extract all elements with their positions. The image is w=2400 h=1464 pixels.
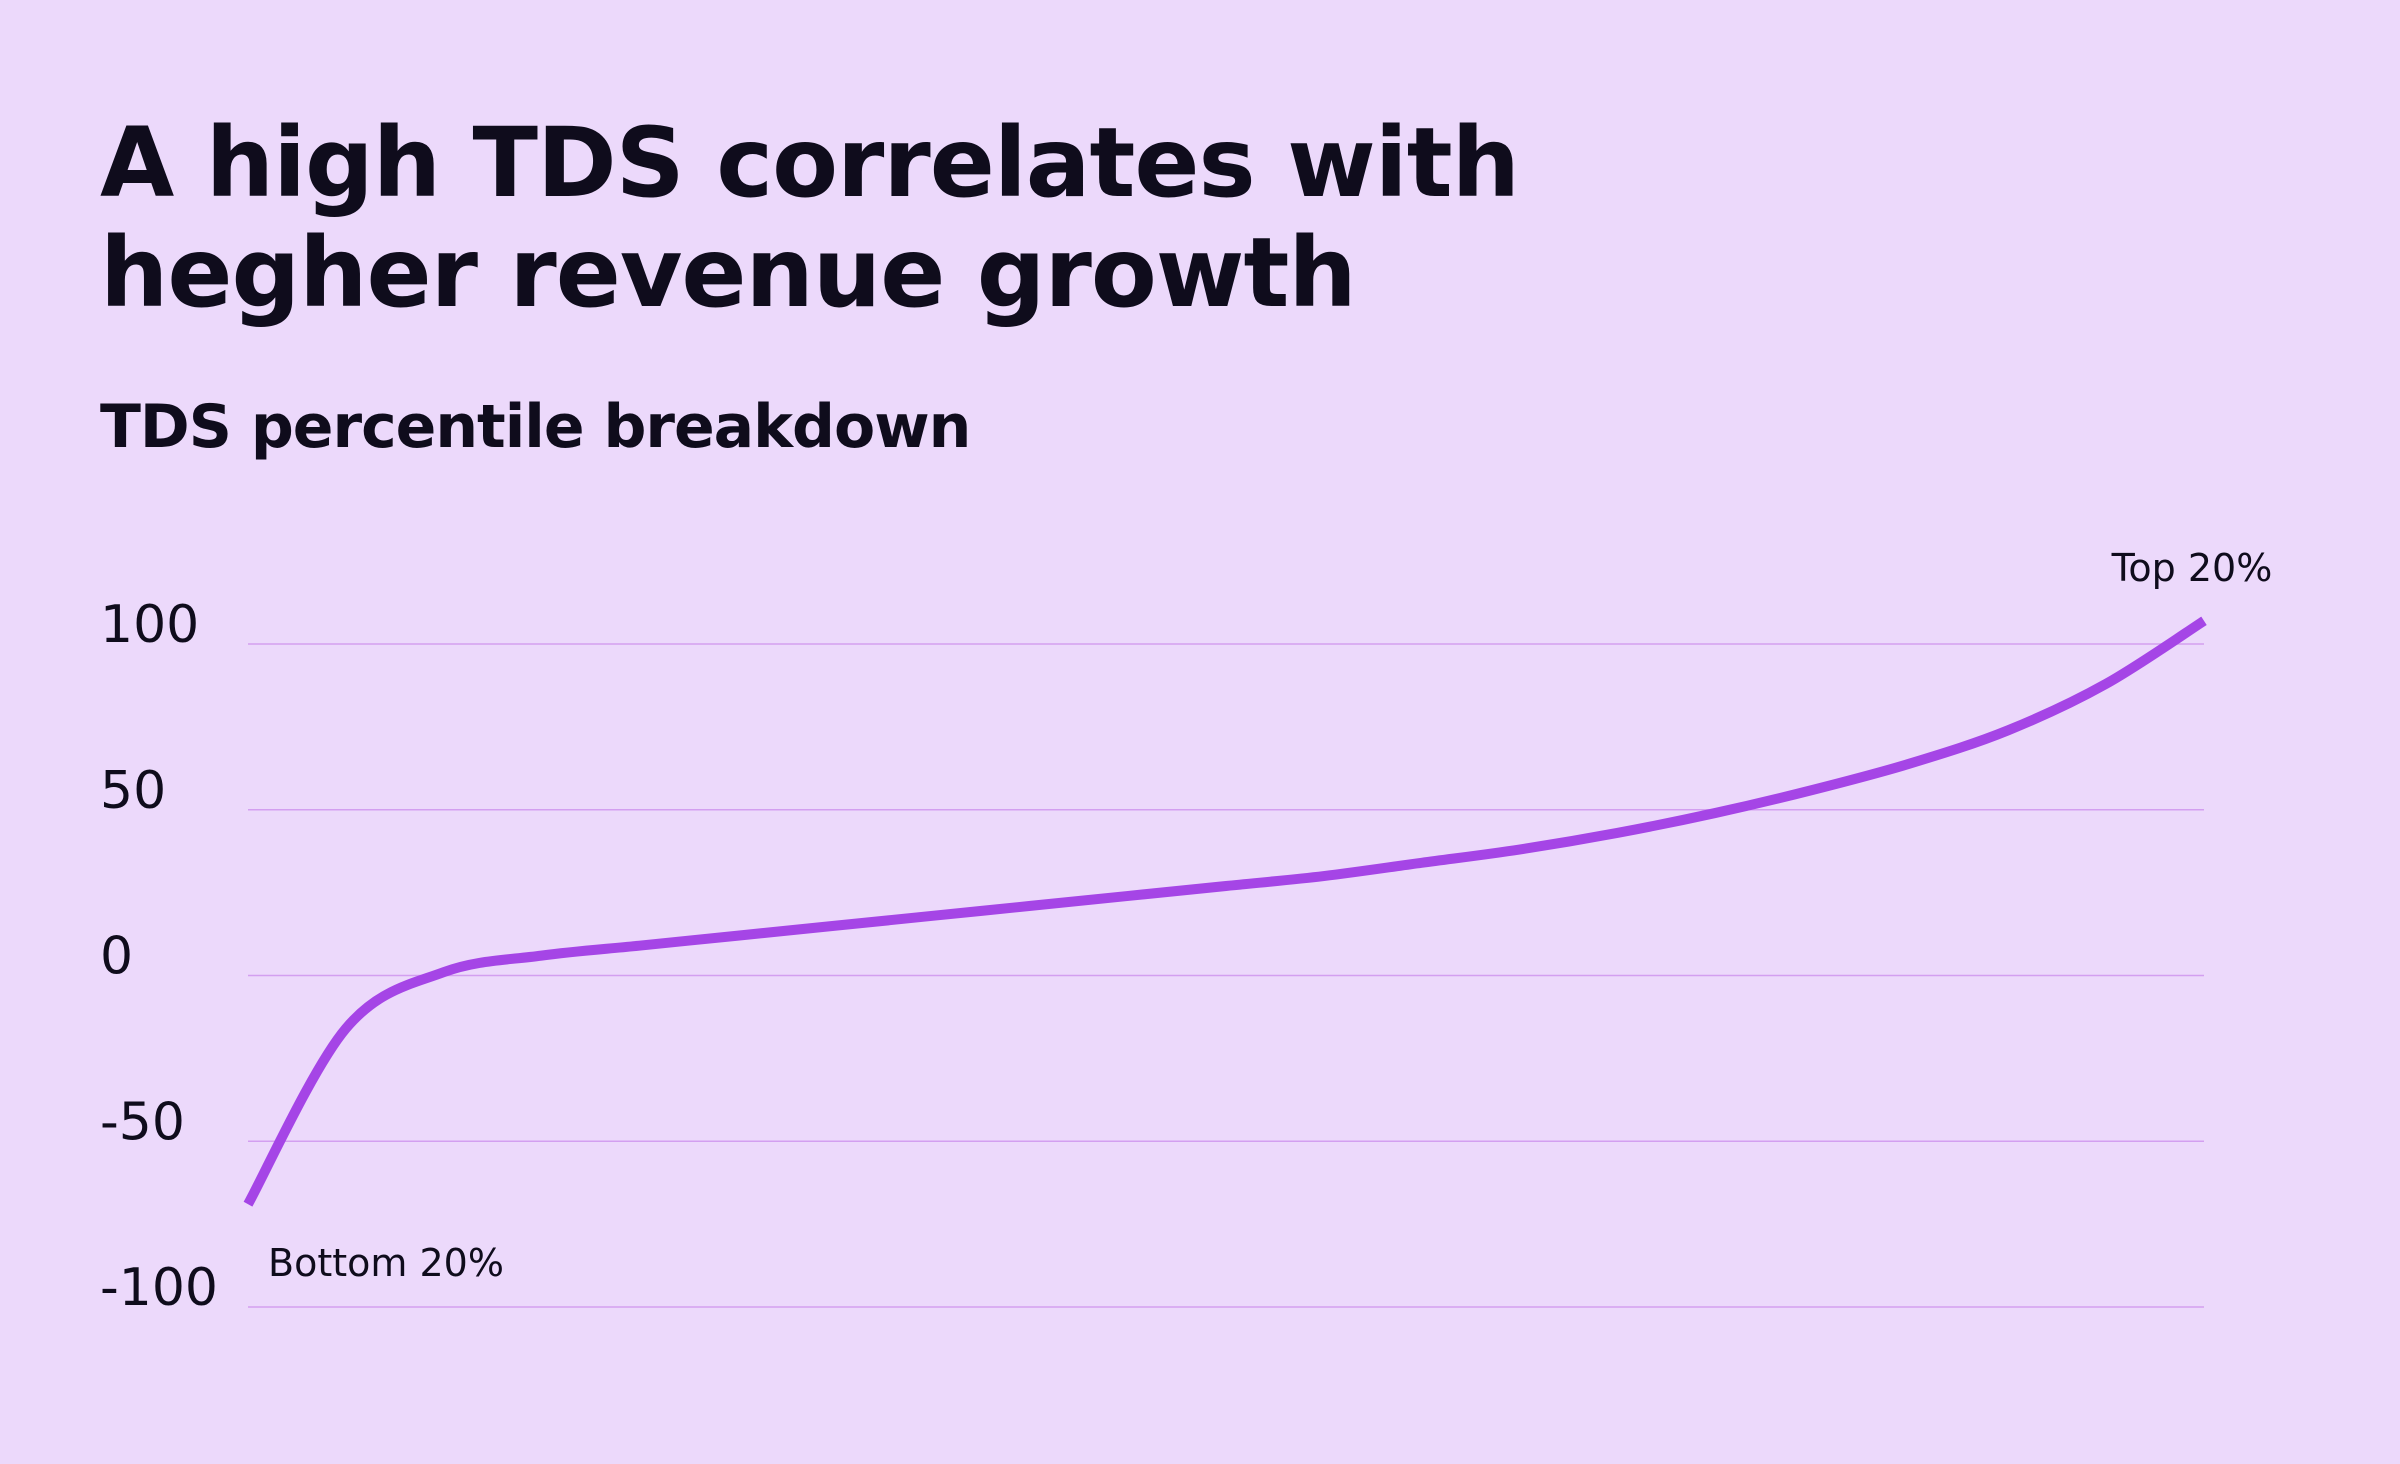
chart-title: hegher revenue growth	[100, 217, 1356, 329]
line	[243, 616, 2207, 1207]
chart-title: A high TDS correlates with	[100, 107, 1519, 219]
y-tick-label: 100	[100, 595, 199, 655]
annotation: Bottom 20%	[268, 1241, 504, 1285]
y-tick-label: -50	[100, 1092, 185, 1152]
y-tick-label: -100	[100, 1258, 218, 1318]
chart-subtitle: TDS percentile breakdown	[100, 392, 970, 462]
annotation: Top 20%	[2111, 546, 2273, 590]
y-tick-label: 50	[100, 761, 166, 821]
y-tick-label: 0	[100, 927, 133, 987]
